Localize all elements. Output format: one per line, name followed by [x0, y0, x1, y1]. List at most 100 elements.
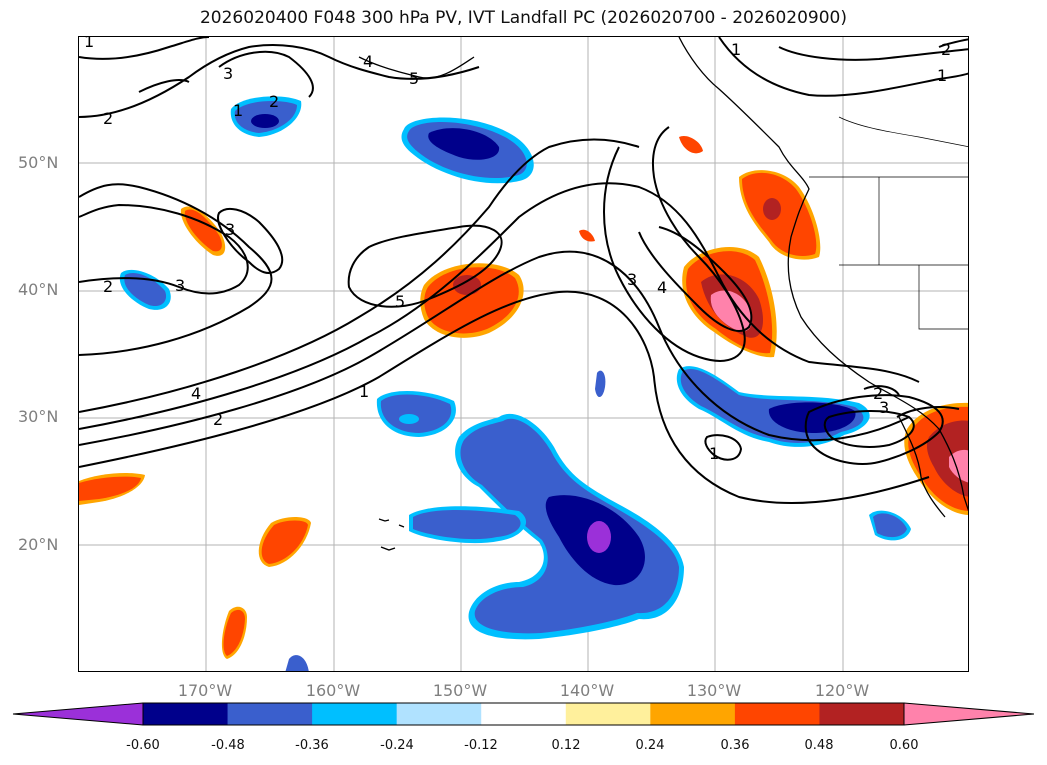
contour-label: 2 — [269, 92, 279, 111]
anomaly-blob — [926, 420, 968, 497]
contour-label: 4 — [191, 384, 201, 403]
anomaly-blob — [768, 402, 856, 433]
contour-label: 4 — [363, 52, 373, 71]
contour-label: 3 — [175, 276, 185, 295]
contour-line — [804, 394, 944, 465]
lat-label-20n: 20°N — [18, 535, 59, 554]
state-border — [918, 265, 968, 330]
colorbar-tick-label: -0.36 — [295, 738, 329, 753]
contour-label: 5 — [409, 69, 419, 88]
contour-line — [79, 183, 273, 356]
colorbar-block — [650, 703, 736, 725]
colorbar-block — [312, 703, 398, 725]
map-panel[interactable]: 1 2 3 4 5 1 1 2 2 3 3 4 5 2 3 1 3 1 4 2 … — [78, 36, 969, 672]
contour-labels: 1 2 3 4 5 1 1 2 2 3 3 4 5 2 3 1 3 1 4 2 … — [84, 37, 951, 463]
contour-line — [778, 46, 968, 61]
contour-line — [79, 44, 480, 118]
lon-label-120w: 120°W — [814, 681, 870, 700]
colorbar-block — [227, 703, 313, 725]
lon-label-130w: 130°W — [686, 681, 742, 700]
contour-line — [217, 207, 284, 274]
anomaly-blob — [251, 114, 279, 128]
contour-label: 2 — [103, 109, 113, 128]
north-america-coast — [678, 37, 968, 512]
contour-label: 3 — [627, 270, 637, 289]
contour-label: 2 — [873, 384, 883, 403]
contour-line — [138, 79, 190, 93]
contour-line — [218, 50, 314, 98]
contour-line — [823, 410, 915, 448]
colorbar — [12, 702, 1035, 726]
coastlines — [358, 37, 968, 551]
contour-label: 2 — [103, 277, 113, 296]
contour-line — [603, 126, 746, 362]
contour-line — [79, 182, 920, 430]
lon-label-140w: 140°W — [559, 681, 615, 700]
contour-line — [79, 250, 910, 446]
contour-line — [863, 385, 900, 396]
contour-label: 1 — [709, 444, 719, 463]
anomaly-blob — [587, 521, 611, 553]
anomaly-blob — [285, 655, 309, 671]
colorbar-tick-label: 0.24 — [635, 738, 665, 753]
lon-label-170w: 170°W — [177, 681, 233, 700]
colorbar-tick-label: -0.48 — [211, 738, 245, 753]
state-borders — [809, 116, 968, 330]
contour-label: 2 — [213, 410, 223, 429]
lat-label-50n: 50°N — [18, 153, 59, 172]
contour-line — [79, 290, 930, 505]
contour-label: 3 — [879, 398, 889, 417]
contour-label: 5 — [395, 292, 405, 311]
contour-label: 1 — [937, 66, 947, 85]
colorbar-extend-left — [13, 703, 143, 725]
contour-label: 1 — [731, 40, 741, 59]
contour-line — [79, 203, 249, 295]
anomaly-blob — [679, 135, 703, 154]
contour-label: 3 — [223, 64, 233, 83]
colorbar-tick-label: 0.36 — [720, 738, 750, 753]
colorbar-tick-label: 0.60 — [889, 738, 919, 753]
lat-label-40n: 40°N — [18, 280, 59, 299]
contour-line — [638, 226, 753, 332]
lat-label-30n: 30°N — [18, 407, 59, 426]
negative-anomalies — [119, 96, 911, 671]
anomaly-blob — [261, 520, 308, 564]
colorbar-tick-label: -0.12 — [464, 738, 498, 753]
colorbar-block — [481, 703, 567, 725]
colorbar-extend-right — [904, 703, 1034, 725]
anomaly-blob — [380, 394, 452, 433]
anomaly-blob — [79, 476, 141, 501]
alaska-coast — [358, 56, 475, 79]
contour-label: 1 — [359, 382, 369, 401]
colorbar-blocks — [143, 703, 905, 725]
contour-line — [347, 224, 503, 308]
colorbar-frame — [142, 702, 905, 726]
contour-label: 1 — [233, 101, 243, 120]
anomaly-blob — [124, 272, 167, 307]
anomaly-blob — [579, 229, 595, 242]
anomaly-blob — [413, 510, 521, 540]
contour-label: 3 — [225, 220, 235, 239]
lon-label-150w: 150°W — [432, 681, 488, 700]
contours — [79, 37, 968, 505]
baja-coast — [898, 416, 946, 518]
contour-label: 4 — [657, 278, 667, 297]
anomaly-blob — [399, 414, 419, 424]
anomaly-blob — [453, 275, 481, 295]
gridlines — [79, 37, 968, 671]
contour-line — [79, 37, 210, 60]
colorbar-block — [396, 703, 482, 725]
positive-anomalies — [79, 135, 968, 659]
colorbar-tick-label: -0.60 — [126, 738, 160, 753]
page-title: 2026020400 F048 300 hPa PV, IVT Landfall… — [199, 8, 847, 28]
anomaly-blob — [873, 513, 907, 538]
colorbar-block — [819, 703, 905, 725]
contour-line — [79, 138, 640, 413]
colorbar-block — [565, 703, 651, 725]
colorbar-tick-label: 0.48 — [804, 738, 834, 753]
map-svg: 1 2 3 4 5 1 1 2 2 3 3 4 5 2 3 1 3 1 4 2 … — [79, 37, 968, 671]
anomaly-blob — [763, 198, 781, 220]
colorbar-tick-label: 0.12 — [551, 738, 581, 753]
contour-line — [938, 38, 968, 48]
colorbar-extend-outline — [12, 702, 1035, 726]
